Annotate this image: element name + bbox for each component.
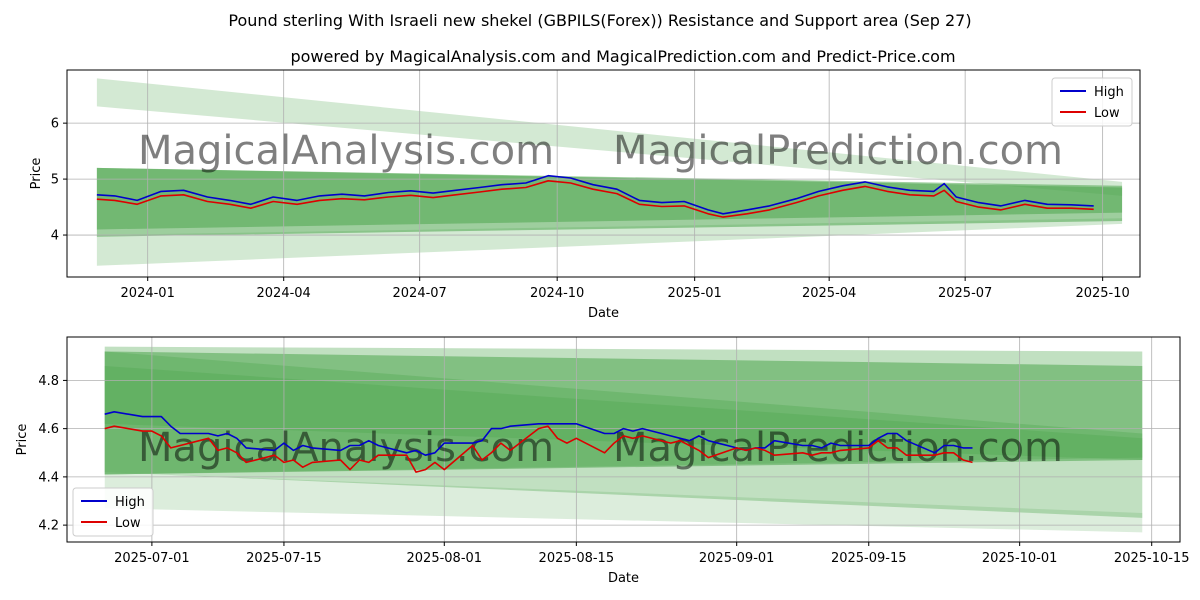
axes-frame <box>66 69 1141 278</box>
watermark-text: MagicalPrediction.com <box>613 128 1063 174</box>
y-tick-label: 4.4 <box>38 470 59 485</box>
top-chart-panel: MagicalAnalysis.com MagicalPrediction.com… <box>29 69 1141 321</box>
legend-label-high: High <box>115 495 145 510</box>
legend-label-low: Low <box>1094 106 1120 121</box>
y-tick-label: 5 <box>51 173 59 188</box>
x-tick-label: 2024-01 <box>121 286 175 301</box>
watermark-text: MagicalAnalysis.com <box>138 128 554 174</box>
series-line-high <box>104 411 973 456</box>
x-axis-label: Date <box>608 571 639 586</box>
legend: High Low <box>1051 77 1133 127</box>
plot-area: MagicalAnalysis.com MagicalPrediction.com <box>67 70 1140 277</box>
y-axis-label: Price <box>15 424 30 456</box>
x-tick-label: 2025-07 <box>938 286 992 301</box>
y-tick-label: 4 <box>51 229 59 244</box>
x-tick-label: 2025-10-15 <box>1114 551 1190 566</box>
series-line-low <box>104 425 973 473</box>
x-tick-label: 2025-08-01 <box>407 551 483 566</box>
x-tick-label: 2025-07-15 <box>246 551 322 566</box>
series-line-high <box>96 174 1094 215</box>
chart-title: Pound sterling With Israeli new shekel (… <box>228 11 971 30</box>
bottom-chart-panel: MagicalAnalysis.com MagicalPrediction.com… <box>15 336 1190 586</box>
x-tick-label: 2025-08-15 <box>539 551 615 566</box>
x-tick-label: 2025-10 <box>1075 286 1129 301</box>
y-axis-label: Price <box>29 158 44 190</box>
support-resistance-band <box>96 78 1123 196</box>
x-tick-label: 2025-04 <box>802 286 856 301</box>
x-axis-label: Date <box>588 306 619 321</box>
support-resistance-band <box>96 218 1123 266</box>
x-tick-label: 2024-07 <box>393 286 447 301</box>
y-tick-label: 6 <box>51 117 59 132</box>
x-tick-label: 2025-01 <box>667 286 721 301</box>
watermark-text: MagicalPrediction.com <box>613 425 1063 471</box>
legend-label-high: High <box>1094 85 1124 100</box>
y-tick-label: 4.6 <box>38 422 59 437</box>
x-tick-label: 2025-10-01 <box>982 551 1058 566</box>
chart-subtitle: powered by MagicalAnalysis.com and Magic… <box>290 47 955 66</box>
plot-area: MagicalAnalysis.com MagicalPrediction.com <box>67 337 1180 542</box>
support-resistance-band <box>96 167 1123 230</box>
legend: High Low <box>72 487 154 537</box>
x-tick-label: 2025-07-01 <box>114 551 190 566</box>
support-resistance-band <box>104 365 1143 475</box>
x-tick-label: 2024-04 <box>257 286 311 301</box>
y-tick-label: 4.8 <box>38 374 59 389</box>
y-tick-label: 4.2 <box>38 519 59 534</box>
axes-frame <box>66 336 1181 543</box>
x-tick-label: 2024-10 <box>530 286 584 301</box>
legend-label-low: Low <box>115 516 141 531</box>
x-tick-label: 2025-09-01 <box>699 551 775 566</box>
support-resistance-band <box>104 472 1143 533</box>
series-line-low <box>96 180 1094 218</box>
x-tick-label: 2025-09-15 <box>831 551 907 566</box>
